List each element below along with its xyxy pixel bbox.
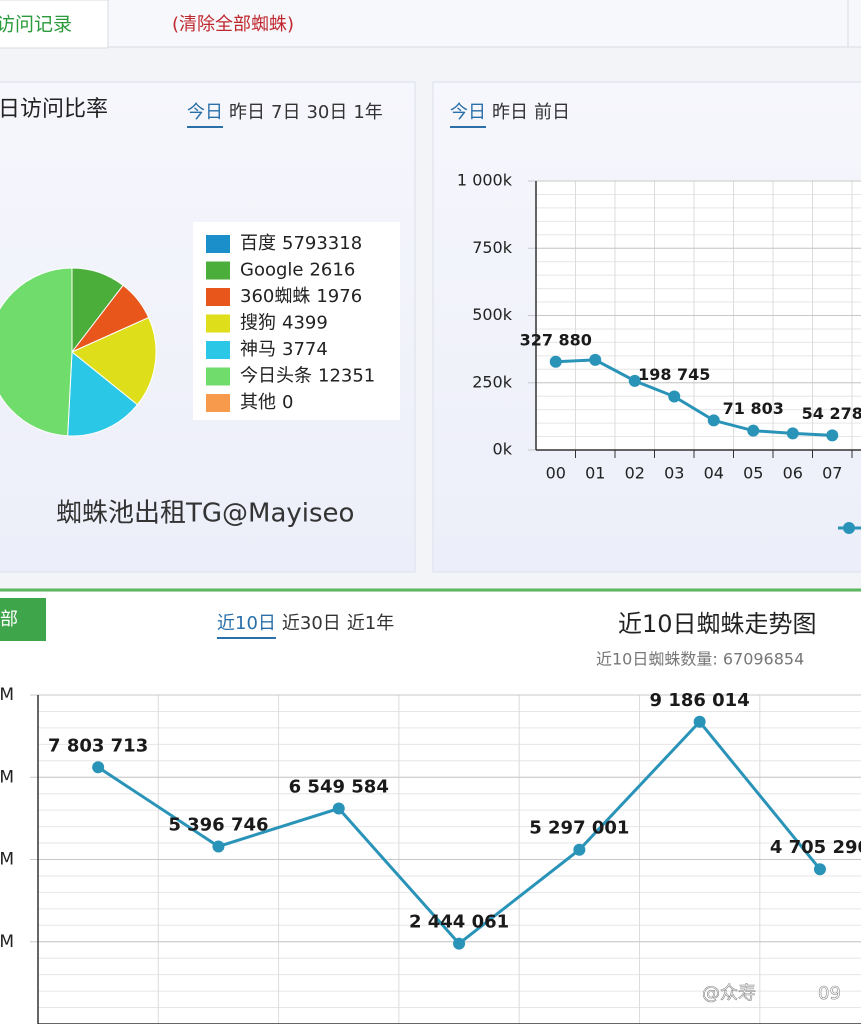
- legend-name: 今日头条: [240, 366, 312, 387]
- x-tick-label: 05: [743, 464, 763, 483]
- legend-name: 百度: [240, 233, 276, 254]
- value-label: 71 803: [723, 399, 784, 418]
- pie-slice: [0, 267, 73, 437]
- legend-swatch: [206, 367, 230, 386]
- tab-bar: [0, 0, 861, 47]
- period-link[interactable]: 昨日: [492, 102, 528, 123]
- legend-swatch: [206, 288, 230, 306]
- point: [573, 843, 586, 856]
- y-tick-label: 1 000k: [457, 171, 513, 190]
- legend-swatch: [206, 261, 230, 280]
- pie-title: 日访问比率: [0, 97, 108, 122]
- legend-name: 其他: [240, 392, 276, 413]
- legend-value: 1976: [316, 286, 362, 307]
- value-label: 2 444 061: [409, 912, 509, 933]
- y-tick-label: M: [0, 685, 14, 705]
- legend-value: 12351: [318, 366, 375, 387]
- point: [786, 427, 799, 440]
- value-label: 54 278: [802, 404, 861, 423]
- legend-swatch: [206, 341, 230, 359]
- period-link[interactable]: 近1年: [347, 613, 394, 634]
- tab-active[interactable]: [0, 0, 109, 49]
- watermark: 蜘蛛池出租TG@Mayiseo: [56, 499, 354, 529]
- point: [332, 802, 345, 815]
- period-link[interactable]: 30日: [306, 102, 347, 123]
- bottom-subtitle: 近10日蜘蛛数量: 67096854: [596, 650, 804, 669]
- legend-value: 5793318: [282, 233, 362, 254]
- legend-value: 2616: [309, 260, 355, 281]
- point: [92, 761, 105, 774]
- clear-link[interactable]: (清除全部蜘蛛): [172, 14, 294, 35]
- legend-value: 0: [282, 392, 293, 413]
- period-link[interactable]: 前日: [534, 102, 570, 123]
- point: [813, 863, 826, 876]
- legend-value: 4399: [282, 313, 328, 334]
- legend-name: Google: [240, 260, 303, 281]
- legend-swatch: [206, 314, 230, 333]
- pie-slice: [71, 316, 157, 406]
- value-label: 198 745: [638, 365, 710, 384]
- legend-value: 3774: [282, 339, 328, 360]
- y-tick-label: 750k: [472, 238, 513, 257]
- point: [693, 715, 706, 728]
- y-tick-label: M: [0, 767, 14, 787]
- value-label: 7 803 713: [48, 735, 148, 756]
- period-link[interactable]: 近10日: [217, 613, 276, 634]
- x-tick-label: 00: [546, 464, 566, 483]
- y-tick-label: 250k: [472, 372, 513, 391]
- legend-swatch: [206, 394, 230, 412]
- period-link[interactable]: 近30日: [282, 613, 341, 634]
- x-tick-label: 07: [822, 464, 842, 483]
- y-tick-label: 500k: [472, 305, 513, 324]
- point: [589, 353, 602, 366]
- period-link[interactable]: 昨日: [229, 102, 265, 123]
- legend-swatch: [206, 235, 230, 253]
- x-tick-label: 02: [625, 464, 645, 483]
- x-tick-label: 04: [704, 464, 724, 483]
- point: [549, 355, 562, 368]
- value-label: 5 396 746: [168, 814, 268, 835]
- y-tick-label: 0k: [493, 440, 513, 459]
- period-link[interactable]: 7日: [271, 102, 300, 123]
- bottom-title: 近10日蜘蛛走势图: [618, 610, 817, 638]
- point: [668, 390, 681, 403]
- period-link[interactable]: 今日: [187, 102, 223, 123]
- value-label: 4 705 290: [770, 837, 861, 858]
- tab-label[interactable]: 访问记录: [0, 14, 72, 36]
- point: [628, 374, 641, 387]
- section-tab[interactable]: [0, 598, 46, 641]
- value-label: 5 297 001: [529, 818, 629, 839]
- point: [453, 937, 466, 950]
- value-label: 327 880: [520, 330, 592, 349]
- point: [707, 414, 720, 427]
- value-label: 9 186 014: [650, 690, 750, 711]
- period-link[interactable]: 1年: [353, 102, 382, 123]
- x-tick-label: 01: [585, 464, 605, 483]
- footer-watermark: @众寿: [702, 983, 756, 1004]
- point: [212, 840, 225, 853]
- value-label: 6 549 584: [289, 777, 389, 798]
- y-tick-label: M: [0, 932, 14, 952]
- legend-dot: [843, 522, 855, 534]
- series-line: [555, 358, 833, 437]
- legend-name: 神马: [240, 339, 276, 360]
- y-tick-label: M: [0, 850, 14, 870]
- x-tick-label: 06: [783, 464, 803, 483]
- footer-watermark-num: 09: [818, 983, 841, 1004]
- period-link[interactable]: 今日: [450, 102, 486, 123]
- legend-name: 360蜘蛛: [240, 286, 310, 307]
- legend-name: 搜狗: [240, 313, 276, 334]
- point: [747, 424, 760, 437]
- x-tick-label: 03: [664, 464, 684, 483]
- section-tab-label[interactable]: 部: [0, 609, 18, 630]
- point: [826, 429, 839, 442]
- pie-slice: [67, 350, 139, 437]
